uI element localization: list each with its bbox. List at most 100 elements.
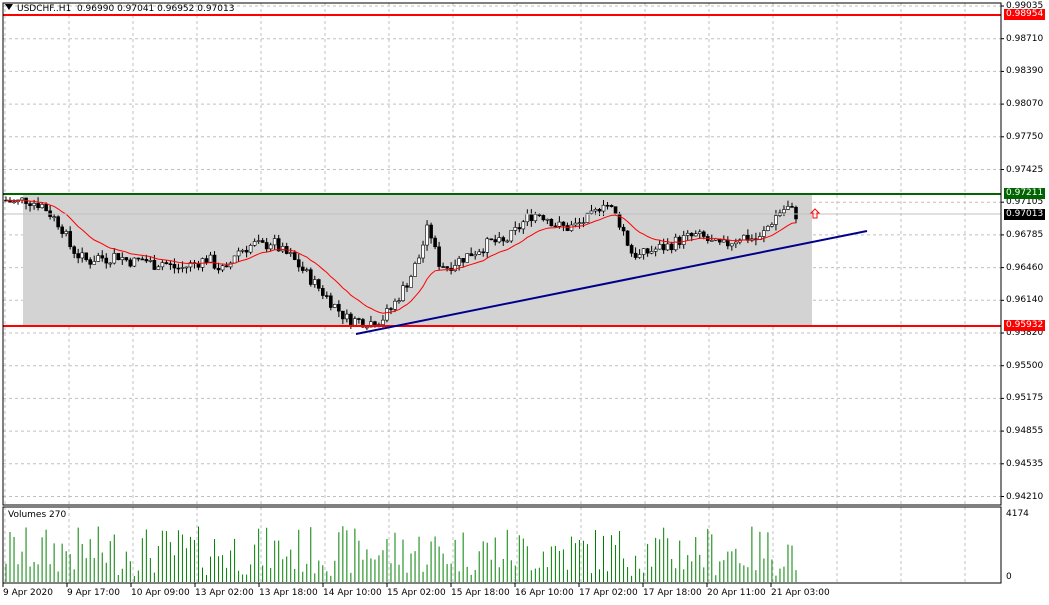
candle-body [208, 254, 213, 264]
candle-body [144, 259, 149, 262]
candle-body [68, 231, 72, 248]
candle-body [493, 239, 498, 243]
price-axis-label: 0.96460 [1006, 262, 1044, 273]
high-value: 0.97041 [117, 4, 155, 14]
candle-body [561, 221, 566, 226]
price-tag-red-bottom: 0.95932 [1004, 320, 1046, 331]
candle-body [681, 235, 686, 245]
price-tag-green: 0.97211 [1004, 188, 1046, 199]
up-arrow-icon[interactable] [809, 208, 821, 219]
volume-bars [5, 526, 797, 582]
candle-body [417, 257, 421, 264]
price-axis-label: 0.95820 [1006, 328, 1044, 338]
candle-body [92, 261, 97, 265]
volume-panel-border [2, 506, 1002, 584]
candle-body [673, 236, 678, 251]
candle-body [734, 241, 738, 245]
price-tag-red-top: 0.98954 [1004, 9, 1046, 20]
candle-body [693, 233, 698, 237]
candle-body [140, 258, 145, 261]
candle-body [770, 224, 774, 227]
candle-body [224, 265, 229, 268]
candle-body [477, 251, 481, 255]
candle-body [425, 224, 429, 246]
candle-body [545, 218, 550, 221]
trend-line[interactable] [355, 230, 868, 335]
candle-body [685, 232, 690, 236]
volume-panel-title: Volumes 270 [8, 510, 67, 520]
price-axis-label: 0.97425 [1006, 164, 1044, 175]
price-axis-label: 0.95175 [1006, 393, 1044, 404]
candle-body [264, 242, 269, 250]
time-axis-label: 15 Apr 02:00 [387, 588, 446, 598]
candle-body [357, 318, 361, 320]
candle-body [300, 266, 305, 271]
time-axis-label: 13 Apr 18:00 [259, 588, 318, 598]
candle-body [341, 310, 345, 320]
price-axis-label: 0.94210 [1006, 491, 1044, 502]
candle-body [577, 222, 582, 224]
candle-body [413, 263, 417, 277]
candle-body [381, 319, 385, 325]
candle-body [36, 203, 40, 209]
candle-body [597, 209, 602, 212]
candle-body [726, 239, 730, 247]
candle-body [513, 227, 518, 231]
symbol-label: USDCHF..H1 [17, 4, 72, 14]
low-value: 0.96952 [157, 4, 195, 14]
dropdown-triangle-icon[interactable] [5, 4, 13, 10]
candle-body [268, 244, 273, 250]
candle-body [76, 253, 80, 259]
price-axis-ticks [1001, 5, 1004, 497]
candle-body [365, 326, 369, 329]
candle-body [645, 248, 650, 254]
candle-body [152, 260, 157, 270]
candle-body [228, 262, 233, 268]
candle-body [136, 257, 141, 260]
candle-body [188, 262, 193, 268]
candle-body [316, 279, 321, 289]
candle-body [337, 304, 341, 312]
candle-body [697, 231, 702, 234]
candle-body [252, 241, 257, 246]
candle-body [649, 251, 654, 254]
candle-body [657, 244, 662, 250]
candle-body [240, 249, 245, 252]
close-value: 0.97013 [197, 4, 235, 14]
candle-body [405, 285, 409, 288]
candle-body [790, 206, 794, 208]
time-axis-ticks [2, 583, 772, 587]
candle-body [32, 203, 36, 206]
candle-body [621, 226, 626, 232]
candle-body [469, 253, 473, 257]
candle-body [481, 251, 486, 254]
candle-body [176, 267, 181, 270]
candle-body [565, 225, 570, 231]
candle-body [473, 254, 477, 257]
price-tag-current: 0.97013 [1004, 209, 1046, 220]
candle-body [256, 240, 261, 242]
candle-body [116, 253, 121, 261]
candle-body [272, 238, 277, 246]
candle-body [321, 288, 325, 296]
candle-body [164, 262, 169, 265]
candle-body [204, 258, 209, 264]
candle-body [409, 276, 413, 288]
candle-body [677, 236, 682, 245]
candle-body [84, 252, 89, 260]
candle-body [401, 285, 405, 302]
candle-body [353, 318, 357, 326]
candle-body [529, 213, 534, 222]
candle-body [457, 258, 461, 266]
price-axis-label: 0.98710 [1006, 33, 1044, 44]
candle-body [786, 206, 790, 210]
candle-body [742, 234, 746, 241]
candle-body [541, 215, 546, 221]
candle-body [501, 237, 506, 242]
candle-body [40, 204, 44, 209]
candle-body [766, 225, 770, 231]
time-axis-label: 17 Apr 02:00 [579, 588, 638, 598]
candle-body [665, 243, 670, 251]
candle-body [349, 313, 353, 326]
